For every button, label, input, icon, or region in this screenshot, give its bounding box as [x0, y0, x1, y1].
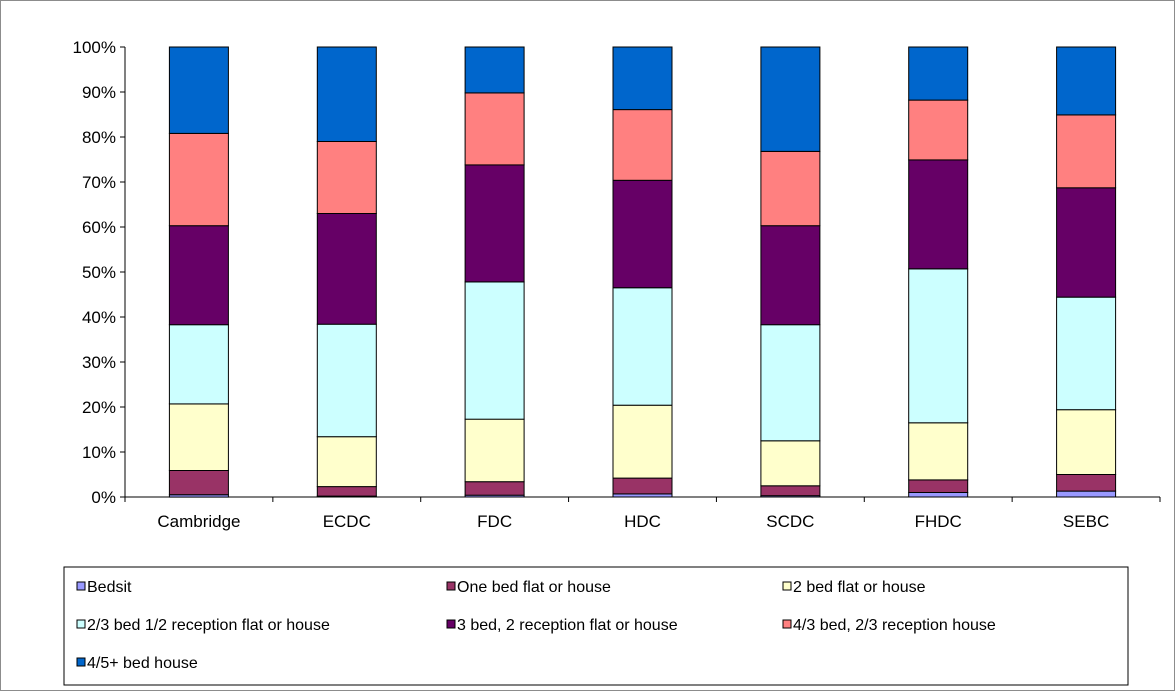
bar-segment	[760, 150, 821, 227]
legend-swatch	[446, 581, 456, 591]
bar-stack-fdc	[464, 46, 525, 498]
legend-item: 2 bed flat or house	[782, 579, 926, 596]
legend-label: 4/5+ bed house	[87, 655, 198, 672]
bar-segment	[908, 99, 969, 161]
bar-stack-ecdc	[316, 46, 377, 498]
bar-segment	[316, 436, 377, 488]
bar-segment	[908, 268, 969, 424]
bar-segment	[1056, 46, 1117, 116]
bar-segment	[612, 287, 673, 406]
legend-label: One bed flat or house	[457, 579, 611, 596]
bar-segment	[316, 323, 377, 438]
bar-segment	[612, 46, 673, 111]
bar-segment	[612, 109, 673, 181]
legend-label: 4/3 bed, 2/3 reception house	[793, 617, 996, 634]
bar-segment	[168, 469, 229, 496]
bar-segment	[316, 213, 377, 325]
y-tick-label: 70%	[82, 173, 116, 192]
x-category-label: FDC	[477, 512, 512, 531]
legend-label: Bedsit	[87, 579, 132, 596]
bar-segment	[612, 179, 673, 289]
y-tick-label: 50%	[82, 263, 116, 282]
y-tick-label: 10%	[82, 443, 116, 462]
bar-segment	[316, 486, 377, 497]
legend-item: Bedsit	[76, 579, 132, 596]
bar-segment	[1056, 187, 1117, 298]
bar-segment	[464, 46, 525, 94]
bar-segment	[464, 281, 525, 420]
bar-segment	[168, 225, 229, 326]
bar-segment	[316, 46, 377, 142]
bar-segment	[464, 164, 525, 283]
bar-stack-scdc	[760, 46, 821, 498]
y-tick-label: 90%	[82, 83, 116, 102]
bar-segment	[464, 418, 525, 483]
y-tick-label: 100%	[73, 38, 116, 57]
bar-segment	[908, 46, 969, 101]
legend-swatch	[446, 619, 456, 629]
bar-segment	[1056, 296, 1117, 411]
bar-segment	[1056, 490, 1117, 498]
legend-item: 2/3 bed 1/2 reception flat or house	[76, 617, 330, 634]
x-category-label: HDC	[624, 512, 661, 531]
bar-stack-hdc	[612, 46, 673, 498]
x-category-label: ECDC	[323, 512, 371, 531]
bar-segment	[168, 324, 229, 405]
bar-segment	[760, 324, 821, 442]
bar-segment	[760, 485, 821, 497]
bar-segment	[760, 225, 821, 326]
legend-label: 2 bed flat or house	[793, 579, 926, 596]
bar-segment	[612, 404, 673, 479]
bar-segment	[612, 477, 673, 495]
legend-label: 2/3 bed 1/2 reception flat or house	[87, 617, 330, 634]
bar-segment	[316, 141, 377, 214]
x-category-label: SCDC	[766, 512, 814, 531]
legend-box	[63, 566, 1129, 686]
bar-segment	[168, 132, 229, 227]
x-category-label: FHDC	[915, 512, 962, 531]
legend-swatch	[782, 619, 792, 629]
y-tick-label: 20%	[82, 398, 116, 417]
bar-segment	[1056, 114, 1117, 189]
bar-segment	[168, 46, 229, 134]
bar-segment	[1056, 409, 1117, 476]
legend-item: 4/5+ bed house	[76, 655, 198, 672]
bar-segment	[908, 159, 969, 270]
y-tick-label: 60%	[82, 218, 116, 237]
bar-stack-sebc	[1056, 46, 1117, 498]
bar-stack-fhdc	[908, 46, 969, 498]
x-category-label: SEBC	[1063, 512, 1109, 531]
legend-item: One bed flat or house	[446, 579, 611, 596]
x-category-label: Cambridge	[157, 512, 240, 531]
y-tick-label: 30%	[82, 353, 116, 372]
y-tick-label: 80%	[82, 128, 116, 147]
legend-swatch	[76, 581, 86, 591]
legend-swatch	[76, 657, 86, 667]
bar-segment	[464, 481, 525, 496]
legend-swatch	[76, 619, 86, 629]
bar-segment	[760, 46, 821, 152]
bar-stack-cambridge	[168, 46, 229, 498]
legend-item: 4/3 bed, 2/3 reception house	[782, 617, 996, 634]
bar-segment	[464, 92, 525, 166]
bar-segment	[908, 422, 969, 481]
legend-label: 3 bed, 2 reception flat or house	[457, 617, 678, 634]
bar-segment	[908, 492, 969, 498]
legend-item: 3 bed, 2 reception flat or house	[446, 617, 678, 634]
legend-swatch	[782, 581, 792, 591]
bar-segment	[1056, 474, 1117, 492]
bar-segment	[168, 403, 229, 471]
bar-segment	[760, 440, 821, 487]
bar-segment	[908, 479, 969, 493]
y-tick-label: 40%	[82, 308, 116, 327]
y-tick-label: 0%	[91, 488, 116, 507]
